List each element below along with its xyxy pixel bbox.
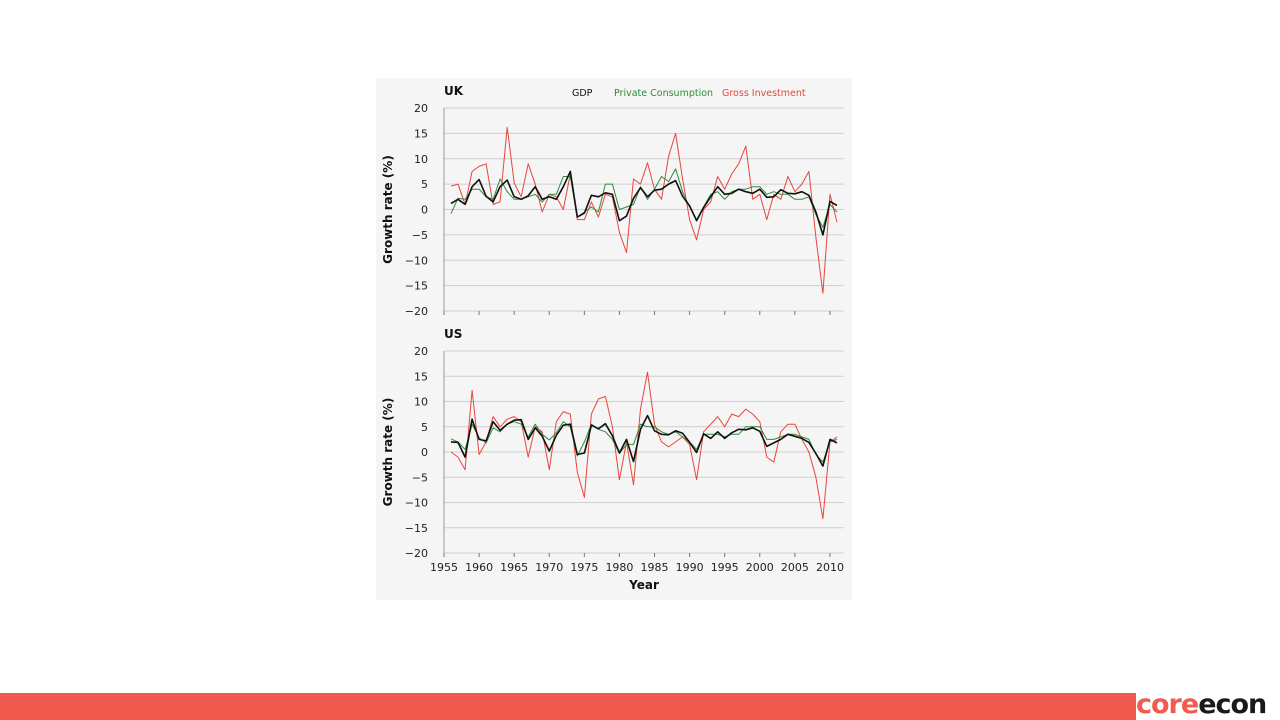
uk-y-tick-label: 0 bbox=[421, 204, 428, 217]
us-series-gdp bbox=[450, 414, 838, 467]
us-y-tick-label: 0 bbox=[421, 446, 428, 459]
uk-y-tick-label: −15 bbox=[405, 280, 428, 293]
us-x-tick-label: 1985 bbox=[641, 561, 669, 574]
legend-gross-investment: Gross Investment bbox=[722, 88, 806, 99]
legend-gdp: GDP bbox=[572, 88, 593, 99]
us-y-tick-label: 10 bbox=[414, 396, 428, 409]
us-x-tick-label: 1990 bbox=[676, 561, 704, 574]
uk-series-gross-investment bbox=[450, 126, 838, 294]
us-y-tick-label: 5 bbox=[421, 421, 428, 434]
coreecon-logo: coreecon bbox=[1136, 690, 1280, 720]
logo-core-text: core bbox=[1136, 690, 1199, 720]
us-y-tick-label: −10 bbox=[405, 497, 428, 510]
us-y-tick-label: −20 bbox=[405, 547, 428, 560]
us-series-gross-investment bbox=[450, 371, 838, 520]
us-x-tick-label: 1970 bbox=[535, 561, 563, 574]
chart-svg: 20 15 10 5 0 −5 −10 −15 −20 UK Growth rate (%) 20 15… bbox=[381, 84, 844, 592]
us-x-tick-label: 1995 bbox=[711, 561, 739, 574]
us-y-tick-label: 20 bbox=[414, 345, 428, 358]
uk-y-tick-label: 15 bbox=[414, 127, 428, 140]
us-x-tick-label: 2005 bbox=[781, 561, 809, 574]
chart-panel: 20 15 10 5 0 −5 −10 −15 −20 UK Growth rate (%) 20 15… bbox=[376, 78, 852, 600]
uk-y-tick-label: −20 bbox=[405, 305, 428, 318]
us-x-tick-label: 1975 bbox=[570, 561, 598, 574]
uk-y-tick-label: 10 bbox=[414, 153, 428, 166]
uk-y-axis-label: Growth rate (%) bbox=[381, 155, 395, 264]
uk-series-gdp bbox=[450, 170, 838, 236]
us-x-tick-label: 1980 bbox=[605, 561, 633, 574]
uk-panel-title: UK bbox=[444, 84, 464, 98]
us-y-tick-label: −15 bbox=[405, 522, 428, 535]
us-x-tick-label: 1960 bbox=[465, 561, 493, 574]
uk-y-tick-label: −5 bbox=[412, 229, 428, 242]
logo-econ-text: econ bbox=[1198, 690, 1267, 720]
us-y-tick-label: −5 bbox=[412, 471, 428, 484]
us-x-tick-label: 2000 bbox=[746, 561, 774, 574]
us-x-tick-label: 1955 bbox=[430, 561, 458, 574]
us-x-tick-label: 1965 bbox=[500, 561, 528, 574]
us-y-axis-label: Growth rate (%) bbox=[381, 398, 395, 507]
us-series-private-consumption bbox=[450, 421, 838, 463]
uk-y-tick-label: 20 bbox=[414, 102, 428, 115]
x-axis-label: Year bbox=[628, 578, 659, 592]
footer-bar bbox=[0, 693, 1136, 720]
uk-y-tick-label: −10 bbox=[405, 254, 428, 267]
us-panel-title: US bbox=[444, 327, 462, 341]
legend-private-consumption: Private Consumption bbox=[614, 88, 713, 99]
uk-y-tick-label: 5 bbox=[421, 178, 428, 191]
us-x-tick-label: 2010 bbox=[816, 561, 844, 574]
us-y-tick-label: 15 bbox=[414, 370, 428, 383]
